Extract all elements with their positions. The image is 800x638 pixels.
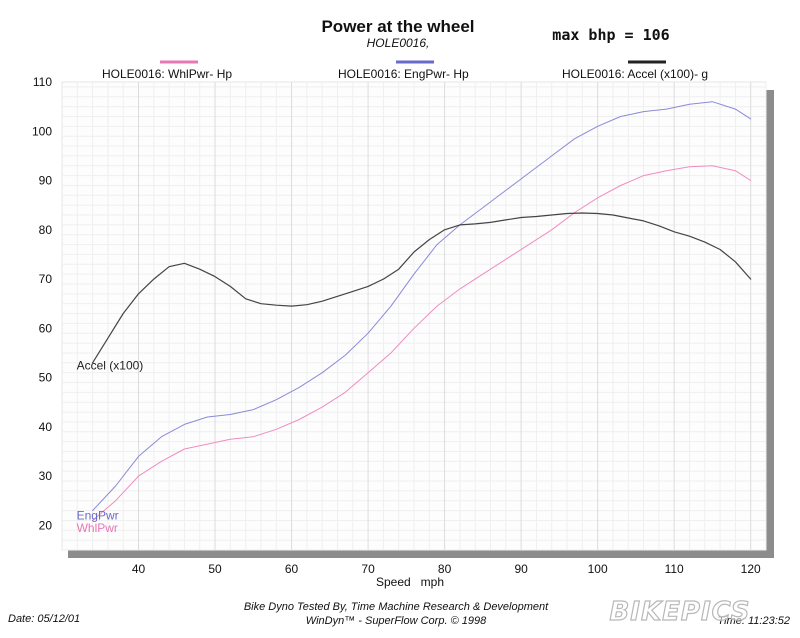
x-tick-label: 40: [132, 562, 146, 576]
x-tick-label: 70: [361, 562, 375, 576]
y-tick-label: 80: [39, 223, 53, 237]
x-tick-label: 110: [665, 562, 684, 576]
y-tick-label: 50: [39, 371, 53, 385]
legend-label-accel: HOLE0016: Accel (x100)- g: [562, 67, 708, 81]
y-tick-label: 30: [39, 469, 53, 483]
y-tick-labels: 20 30 40 50 60 70 80 90 100 110: [32, 75, 52, 532]
grid: [62, 82, 767, 551]
x-tick-label: 90: [514, 562, 528, 576]
x-tick-labels: 40 50 60 70 80 90 100 110 120: [132, 562, 761, 576]
y-tick-label: 20: [39, 518, 53, 532]
footer-date: Date: 05/12/01: [8, 613, 80, 625]
x-axis-label: Speed mph: [376, 575, 444, 589]
legend-label-engpwr: HOLE0016: EngPwr- Hp: [338, 67, 469, 81]
y-tick-label: 110: [33, 75, 52, 89]
x-tick-label: 100: [588, 562, 608, 576]
x-tick-label: 120: [741, 562, 761, 576]
x-tick-label: 50: [208, 562, 222, 576]
annotation-accel-x100: Accel (x100): [77, 358, 144, 372]
x-tick-label: 80: [438, 562, 452, 576]
y-tick-label: 70: [39, 272, 53, 286]
legend: HOLE0016: WhlPwr- Hp HOLE0016: EngPwr- H…: [102, 60, 708, 81]
y-tick-label: 100: [32, 124, 52, 138]
annotation-engpwr: EngPwr: [77, 509, 119, 523]
annotation-whlpwr: WhlPwr: [77, 521, 118, 535]
bikepics-watermark: BIKEPICS: [609, 597, 750, 627]
chart-subtitle: HOLE0016,: [367, 36, 430, 50]
x-tick-label: 60: [285, 562, 299, 576]
series-line-whlpwr: [92, 165, 752, 521]
legend-label-whlpwr: HOLE0016: WhlPwr- Hp: [102, 67, 232, 81]
plot-shadow-bottom: [68, 550, 774, 558]
y-tick-label: 60: [39, 321, 53, 335]
series-group: [91, 101, 752, 521]
chart-title: Power at the wheel: [321, 17, 474, 36]
footer-tested-by: Bike Dyno Tested By, Time Machine Resear…: [244, 601, 549, 613]
footer-software: WinDyn™ - SuperFlow Corp. © 1998: [306, 615, 487, 627]
max-bhp-label: max bhp = 106: [552, 26, 669, 44]
y-tick-label: 90: [39, 174, 53, 188]
plot-shadow-right: [766, 90, 774, 558]
series-line-accel-x100: [91, 212, 752, 364]
series-line-engpwr: [92, 101, 752, 512]
footer-time: Time: 11:23:52: [718, 615, 790, 627]
y-tick-label: 40: [39, 420, 53, 434]
